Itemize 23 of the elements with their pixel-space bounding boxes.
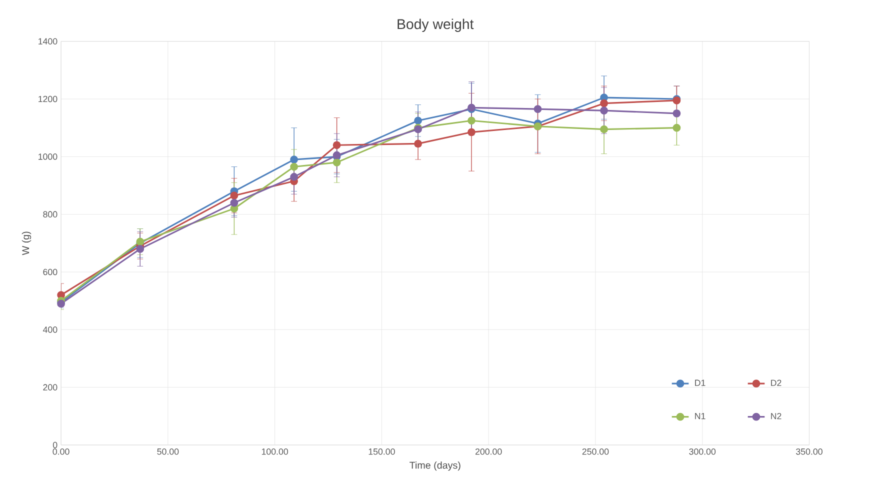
x-tick-label: 350.00 bbox=[796, 448, 822, 455]
y-tick-label: 800 bbox=[43, 211, 58, 218]
x-tick-label: 300.00 bbox=[689, 448, 716, 455]
x-tick-label: 250.00 bbox=[582, 448, 609, 455]
y-tick-label: 1000 bbox=[38, 153, 58, 160]
x-tick-label: 200.00 bbox=[475, 448, 502, 455]
chart-title: Body weight bbox=[398, 18, 474, 32]
y-tick-label: 1400 bbox=[38, 38, 58, 44]
y-axis-title: W (g) bbox=[22, 232, 32, 256]
x-tick-label: 50.00 bbox=[157, 448, 179, 455]
y-tick-label: 0 bbox=[52, 442, 58, 448]
y-tick-label: 1200 bbox=[38, 96, 58, 102]
y-tick-label: 600 bbox=[43, 268, 58, 276]
x-axis-title: Time (days) bbox=[410, 461, 460, 471]
legend-label: N1 bbox=[695, 413, 706, 420]
legend-label: D2 bbox=[771, 380, 782, 386]
legend-label: N2 bbox=[771, 412, 782, 420]
y-tick-label: 200 bbox=[43, 384, 58, 390]
x-tick-label: 0.00 bbox=[52, 448, 70, 455]
y-tick-label: 400 bbox=[42, 326, 58, 333]
legend-label: D1 bbox=[695, 380, 706, 386]
x-tick-label: 150.00 bbox=[368, 448, 395, 455]
x-tick-label: 100.00 bbox=[262, 448, 288, 455]
